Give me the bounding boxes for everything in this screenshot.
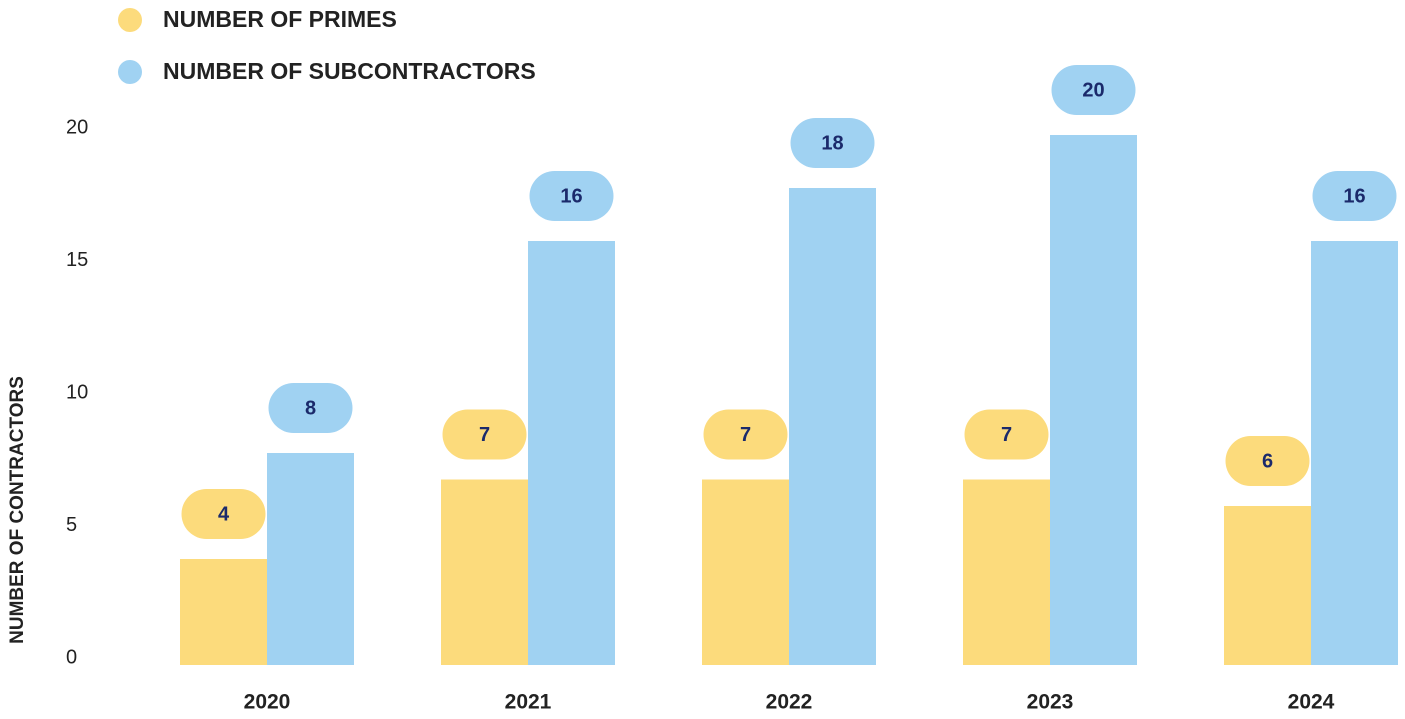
bar [789, 188, 876, 665]
x-tick-label: 2020 [244, 691, 291, 714]
value-pill [268, 383, 353, 433]
value-label: 4 [218, 503, 230, 525]
y-tick-label: 5 [66, 514, 77, 536]
bar [1311, 241, 1398, 665]
value-pill [1051, 65, 1136, 115]
value-label: 16 [1343, 185, 1365, 207]
value-pill [703, 409, 788, 460]
value-pill [529, 171, 614, 221]
x-tick-label: 2022 [766, 691, 813, 714]
value-label: 20 [1082, 79, 1104, 101]
legend-label: NUMBER OF PRIMES [163, 6, 397, 32]
value-pill [1312, 171, 1397, 221]
value-label: 7 [740, 424, 751, 446]
y-tick-label: 15 [66, 249, 88, 271]
x-tick-label: 2024 [1288, 691, 1335, 714]
y-axis-label: NUMBER OF CONTRACTORS [7, 376, 28, 644]
value-label: 6 [1262, 450, 1273, 472]
bar [1224, 506, 1311, 665]
value-pill [790, 118, 875, 168]
value-label: 8 [305, 397, 316, 419]
bar [180, 559, 267, 665]
value-label: 7 [479, 424, 490, 446]
legend-swatch [118, 8, 142, 32]
y-tick-label: 20 [66, 116, 88, 138]
y-tick-label: 0 [66, 646, 77, 668]
value-label: 16 [560, 185, 582, 207]
bar [267, 453, 354, 665]
value-pill [964, 409, 1049, 460]
x-tick-label: 2021 [505, 691, 552, 714]
bar [963, 479, 1050, 665]
bar [441, 479, 528, 665]
legend-label: NUMBER OF SUBCONTRACTORS [163, 58, 536, 84]
bar [1050, 135, 1137, 665]
value-pill [442, 409, 527, 460]
value-label: 7 [1001, 424, 1012, 446]
x-tick-label: 2023 [1027, 691, 1074, 714]
bar [702, 479, 789, 665]
value-pill [181, 489, 266, 539]
bar [528, 241, 615, 665]
value-pill [1225, 436, 1310, 486]
value-label: 18 [821, 132, 843, 154]
y-tick-label: 10 [66, 381, 88, 403]
legend-swatch [118, 60, 142, 84]
